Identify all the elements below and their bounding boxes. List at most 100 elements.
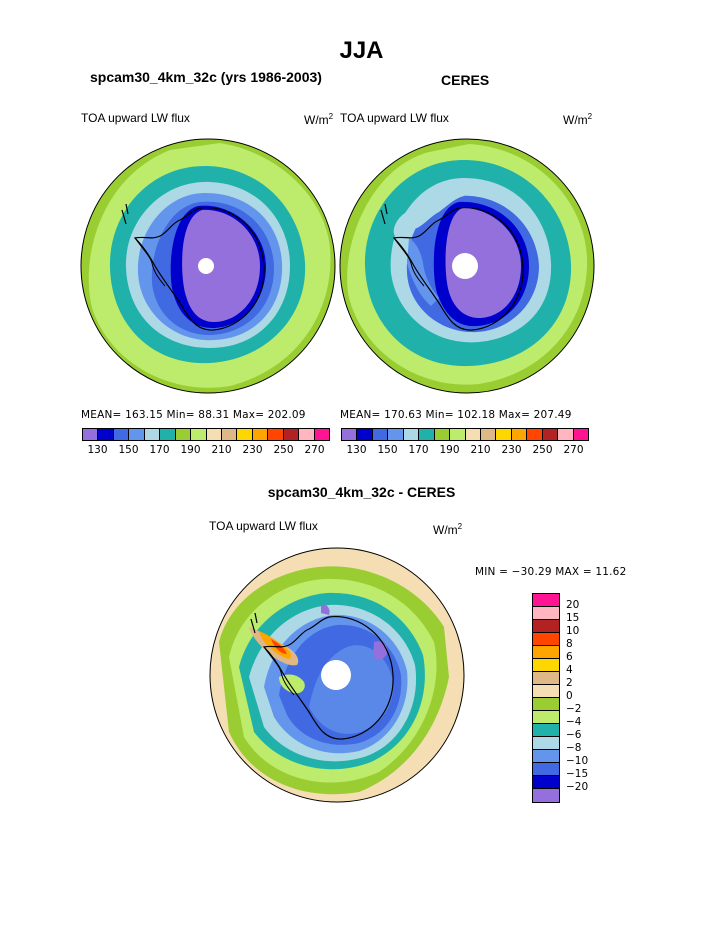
colorbar-swatch (533, 594, 559, 607)
panel1-variable: TOA upward LW flux (81, 111, 190, 125)
colorbar-swatch (533, 607, 559, 620)
colorbar-label: 20 (566, 599, 580, 611)
colorbar-swatch (533, 750, 559, 763)
panel2-subtitle: CERES (441, 72, 490, 88)
colorbar-label: 150 (118, 444, 139, 456)
colorbar-swatch (434, 429, 451, 440)
panel2-stats: MEAN= 170.63 Min= 102.18 Max= 207.49 (340, 409, 572, 421)
colorbar-label: 130 (87, 444, 108, 456)
panel2-colorbar (341, 428, 589, 441)
colorbar-label: 210 (470, 444, 491, 456)
colorbar-swatch (113, 429, 130, 440)
colorbar-swatch (533, 633, 559, 646)
colorbar-label: 270 (563, 444, 584, 456)
figure-title: JJA (339, 37, 384, 64)
colorbar-label: 230 (501, 444, 522, 456)
colorbar-swatch (268, 429, 284, 440)
panel3-variable: TOA upward LW flux (209, 519, 318, 533)
panel3-units: W/m2 (433, 522, 463, 537)
colorbar-label: 4 (566, 664, 573, 676)
colorbar-label: 190 (439, 444, 460, 456)
colorbar-swatch (403, 429, 420, 440)
panel2-colorbar-labels: 130 150 170 190 210 230 250 270 (341, 444, 589, 458)
colorbar-swatch (206, 429, 222, 440)
colorbar-swatch (533, 659, 559, 672)
colorbar-swatch (573, 429, 588, 440)
colorbar-swatch (496, 429, 512, 440)
panel1-map (80, 138, 336, 394)
colorbar-swatch (533, 724, 559, 737)
colorbar-swatch (175, 429, 192, 440)
panel2-map (339, 138, 595, 394)
colorbar-swatch (144, 429, 161, 440)
colorbar-label: 250 (273, 444, 294, 456)
colorbar-label: 250 (532, 444, 553, 456)
panel3-colorbar (532, 593, 560, 803)
colorbar-swatch (465, 429, 481, 440)
colorbar-swatch (450, 429, 466, 440)
panel1-colorbar-labels: 130 150 170 190 210 230 250 270 (82, 444, 330, 458)
colorbar-swatch (558, 429, 574, 440)
colorbar-swatch (299, 429, 315, 440)
colorbar-swatch (314, 429, 329, 440)
colorbar-swatch (533, 763, 559, 776)
colorbar-label: 230 (242, 444, 263, 456)
panel3-subtitle: spcam30_4km_32c - CERES (267, 484, 456, 500)
panel3-map (209, 547, 465, 803)
colorbar-label: −8 (566, 742, 582, 754)
colorbar-swatch (388, 429, 404, 440)
colorbar-label: 170 (149, 444, 170, 456)
panel1-units: W/m2 (304, 112, 334, 127)
colorbar-label: 130 (346, 444, 367, 456)
panel1-stats: MEAN= 163.15 Min= 88.31 Max= 202.09 (81, 409, 306, 421)
colorbar-label: 8 (566, 638, 573, 650)
colorbar-swatch (129, 429, 145, 440)
colorbar-swatch (511, 429, 528, 440)
colorbar-label: −20 (566, 781, 589, 793)
colorbar-swatch (83, 429, 99, 440)
colorbar-label: 15 (566, 612, 580, 624)
colorbar-swatch (533, 737, 559, 750)
colorbar-label: −15 (566, 768, 589, 780)
colorbar-swatch (237, 429, 253, 440)
colorbar-swatch (533, 685, 559, 698)
colorbar-swatch (283, 429, 300, 440)
colorbar-label: 270 (304, 444, 325, 456)
panel2-variable: TOA upward LW flux (340, 111, 449, 125)
colorbar-label: −4 (566, 716, 582, 728)
panel3-colorbar-labels: 20 15 10 8 6 4 2 0 −2 −4 −6 −8 −10 −15 −20 (566, 593, 626, 803)
colorbar-swatch (527, 429, 543, 440)
panel2-units: W/m2 (563, 112, 593, 127)
colorbar-swatch (419, 429, 435, 440)
colorbar-swatch (533, 672, 559, 685)
colorbar-label: 0 (566, 690, 573, 702)
colorbar-label: 170 (408, 444, 429, 456)
colorbar-swatch (480, 429, 497, 440)
colorbar-label: 6 (566, 651, 573, 663)
colorbar-label: −10 (566, 755, 589, 767)
colorbar-label: 10 (566, 625, 580, 637)
colorbar-swatch (221, 429, 238, 440)
colorbar-label: −2 (566, 703, 582, 715)
colorbar-swatch (98, 429, 114, 440)
colorbar-label: 190 (180, 444, 201, 456)
colorbar-swatch (533, 620, 559, 633)
colorbar-swatch (342, 429, 358, 440)
panel1-subtitle: spcam30_4km_32c (yrs 1986-2003) (90, 69, 322, 85)
colorbar-label: −6 (566, 729, 582, 741)
colorbar-label: 2 (566, 677, 573, 689)
colorbar-label: 150 (377, 444, 398, 456)
colorbar-swatch (542, 429, 559, 440)
colorbar-swatch (357, 429, 373, 440)
colorbar-swatch (372, 429, 389, 440)
panel1-colorbar (82, 428, 330, 441)
colorbar-swatch (533, 698, 559, 711)
colorbar-swatch (533, 646, 559, 659)
colorbar-label: 210 (211, 444, 232, 456)
panel3-stats: MIN = −30.29 MAX = 11.62 (475, 566, 627, 578)
colorbar-swatch (252, 429, 269, 440)
colorbar-swatch (191, 429, 207, 440)
colorbar-swatch (533, 776, 559, 789)
colorbar-swatch (533, 789, 559, 802)
colorbar-swatch (160, 429, 176, 440)
